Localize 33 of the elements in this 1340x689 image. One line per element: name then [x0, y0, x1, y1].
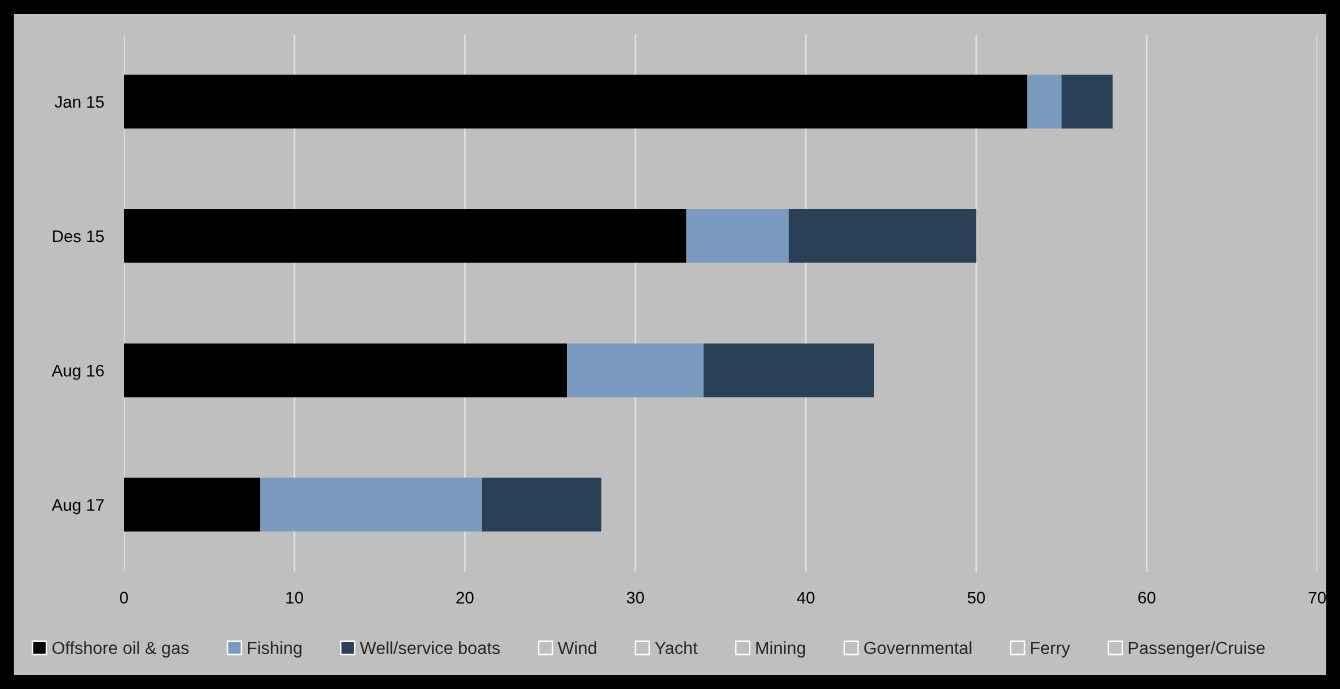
legend-label: Governmental — [864, 641, 972, 655]
y-tick-label: Aug 16 — [51, 364, 104, 380]
y-tick-label: Des 15 — [53, 230, 104, 243]
bar — [686, 209, 789, 263]
bar — [260, 477, 482, 532]
x-tick-label: 50 — [967, 591, 985, 604]
legend-label: Offshore oil & gas — [52, 641, 189, 658]
bar — [788, 209, 977, 263]
bar — [123, 343, 568, 398]
x-tick-label: 60 — [1138, 591, 1156, 604]
bar — [123, 209, 687, 263]
legend-label: Wind — [557, 641, 597, 655]
x-tick-label: 70 — [1308, 591, 1326, 604]
y-tick-label: Jan 15 — [54, 96, 104, 108]
legend-label: Mining — [756, 641, 805, 658]
bar — [1061, 74, 1113, 129]
x-tick-label: 40 — [796, 591, 815, 604]
bar — [703, 343, 875, 398]
x-tick-label: 0 — [119, 591, 128, 604]
bar — [567, 343, 704, 398]
legend-label: Yacht — [654, 641, 698, 655]
bar — [123, 74, 1028, 129]
x-tick-label: 20 — [456, 591, 474, 604]
x-tick-label: 10 — [286, 591, 304, 604]
legend-label: Well/service boats — [359, 641, 500, 655]
legend-label: Ferry — [1031, 641, 1071, 658]
y-tick-label: Aug 17 — [51, 499, 104, 515]
legend-label: Fishing — [248, 641, 302, 658]
legend-label: Passenger/Cruise — [1128, 641, 1265, 658]
bar — [1027, 74, 1062, 129]
bar — [123, 477, 261, 532]
bar — [481, 477, 602, 532]
x-tick-label: 30 — [626, 591, 644, 604]
